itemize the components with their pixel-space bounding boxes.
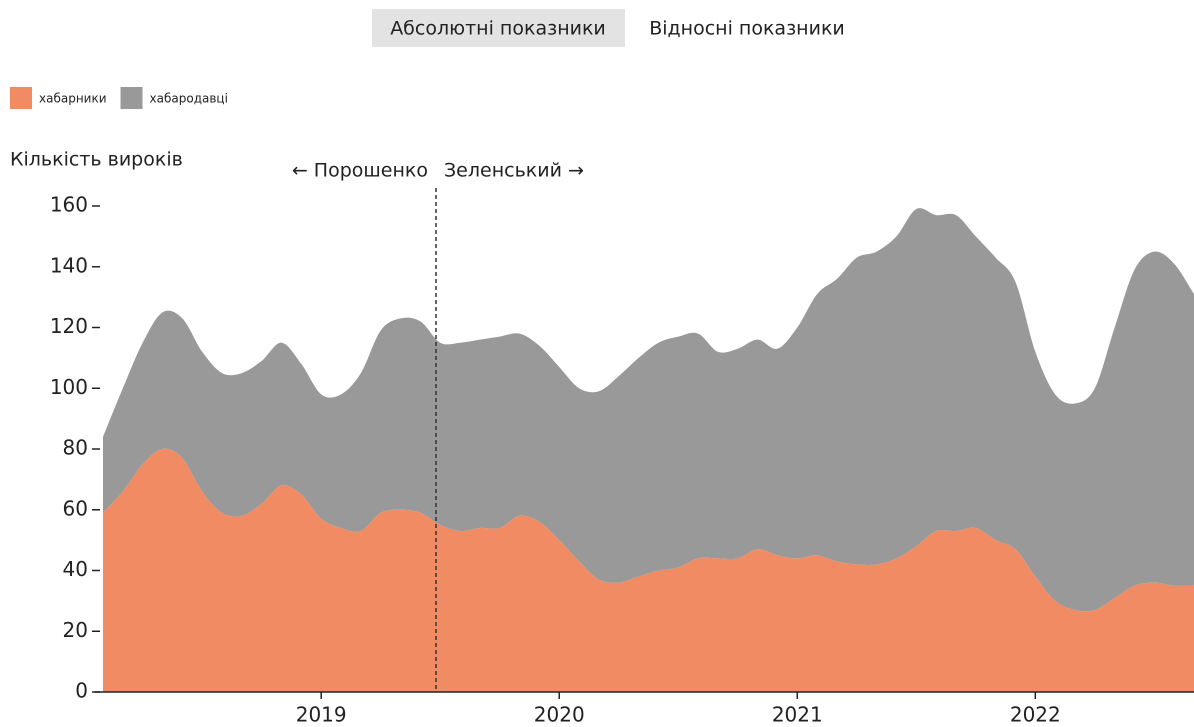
legend-swatch xyxy=(10,87,32,109)
y-tick-label: 100 xyxy=(50,375,88,399)
legend-label: хабарники xyxy=(39,92,107,106)
x-tick-label: 2020 xyxy=(534,703,585,727)
y-tick-label: 120 xyxy=(50,314,88,338)
annotation: ← Порошенко xyxy=(292,160,428,182)
y-tick-label: 80 xyxy=(63,436,88,460)
legend-swatch xyxy=(120,87,143,109)
y-tick-label: 160 xyxy=(50,193,88,217)
x-tick-label: 2021 xyxy=(772,703,823,727)
y-tick-label: 140 xyxy=(50,253,88,277)
x-tick-label: 2019 xyxy=(296,703,347,727)
y-tick-label: 0 xyxy=(75,679,88,703)
area xyxy=(103,448,1194,692)
y-tick-label: 40 xyxy=(63,557,88,581)
legend-label: хабародавці xyxy=(150,92,228,106)
toggle-button[interactable]: Відносні показники xyxy=(649,18,845,40)
y-tick-label: 60 xyxy=(63,496,88,520)
area xyxy=(103,208,1194,612)
active-toggle-bg[interactable] xyxy=(372,9,625,47)
y-axis-label: Кількість вироків xyxy=(10,149,183,171)
toggle-button[interactable]: Абсолютні показники xyxy=(390,18,606,40)
annotation: Зеленський → xyxy=(444,160,584,182)
x-tick-label: 2022 xyxy=(1010,703,1061,727)
y-tick-label: 20 xyxy=(63,618,88,642)
